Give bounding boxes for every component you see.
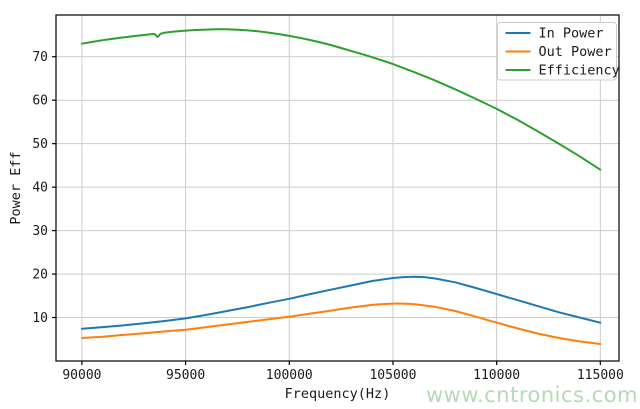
x-tick-label: 90000 <box>62 368 101 383</box>
axis-ticks: 90000 95000 100000 105000 110000 115000 10 20 30… <box>32 50 623 383</box>
y-tick-label: 60 <box>32 94 48 109</box>
legend-label-in-power: In Power <box>539 26 604 42</box>
y-tick-label: 10 <box>32 311 48 326</box>
legend-label-efficiency: Efficiency <box>539 63 620 79</box>
x-tick-label: 95000 <box>166 368 205 383</box>
y-tick-label: 70 <box>32 50 48 65</box>
series-line-efficiency <box>80 28 602 171</box>
y-tick-label: 50 <box>32 137 48 152</box>
y-tick-label: 30 <box>32 224 48 239</box>
x-tick-label: 100000 <box>266 368 313 383</box>
series-line-out-power <box>80 302 602 345</box>
y-tick-label: 40 <box>32 181 48 196</box>
series-line-in-power <box>80 275 602 330</box>
plot-border <box>55 14 620 362</box>
y-tick-label: 20 <box>32 268 48 283</box>
x-tick-label: 105000 <box>369 368 416 383</box>
x-tick-label: 115000 <box>577 368 624 383</box>
legend: In Power Out Power Efficiency <box>497 22 620 81</box>
x-tick-label: 110000 <box>473 368 520 383</box>
y-axis-label: Power Eff <box>8 151 24 224</box>
series-lines <box>80 28 602 345</box>
legend-label-out-power: Out Power <box>539 44 612 60</box>
x-axis-label: Frequency(Hz) <box>285 386 391 402</box>
legend-box <box>497 22 617 81</box>
